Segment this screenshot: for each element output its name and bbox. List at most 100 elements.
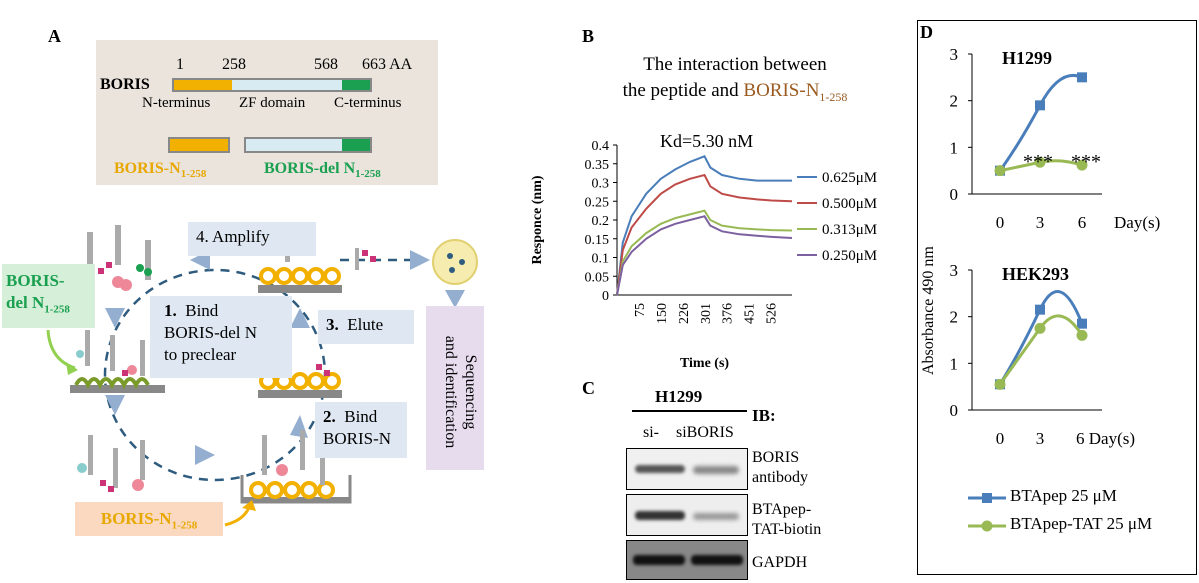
x-tick-label: 376	[721, 303, 736, 324]
pos-568: 568	[314, 56, 338, 73]
significance-stars: ***	[1023, 151, 1053, 173]
y-tick-label: 0	[602, 289, 609, 304]
data-point	[1077, 318, 1087, 329]
lane-si: si-	[643, 424, 659, 441]
lane-siboris: siBORIS	[676, 424, 734, 441]
blot-header-line	[632, 410, 747, 412]
frag-n-label: BORIS-N1-258	[114, 160, 207, 181]
band-btapep-1	[635, 511, 685, 520]
x-tick-label: 3	[1036, 213, 1045, 232]
cterm-label: C-terminus	[334, 95, 402, 111]
selection-cycle-diagram	[46, 225, 478, 527]
cterm-segment	[342, 80, 370, 90]
band-btapep-2	[693, 513, 739, 520]
y-tick-label: 0.3	[592, 177, 610, 192]
boris-bar	[172, 78, 372, 92]
panel-a-label: A	[48, 26, 61, 46]
blot-gapdh	[626, 540, 748, 580]
panel-b-label: B	[582, 26, 595, 46]
y-tick-label: 3	[950, 261, 959, 280]
blot-cell-line: H1299	[655, 387, 703, 406]
arrow-sequencing	[410, 250, 430, 270]
legend-btapep: BTApep 25 μM	[1010, 486, 1117, 505]
x-tick-label: 226	[677, 303, 692, 324]
proliferation-charts: H1299 0 1 2 3 0 3 6 Day(s) *** *** HEK293 0 1 2 3 0 3 6 Da…	[950, 45, 1161, 448]
x-tick-label: 3	[1036, 429, 1045, 448]
y-tick-label: 0	[950, 185, 959, 204]
blot1-label: BORIS antibody	[752, 449, 808, 486]
x-tick-label: 6	[1078, 213, 1087, 232]
phage-group-top	[87, 225, 152, 291]
zf-label: ZF domain	[239, 95, 306, 111]
legend-label: 0.250μM	[822, 248, 877, 264]
significance-stars: ***	[1071, 151, 1101, 173]
blot-boris	[626, 448, 748, 490]
band-boris-1	[635, 465, 685, 473]
pos-1: 1	[176, 56, 184, 73]
y-tick-label: 0.35	[585, 158, 610, 173]
data-point	[994, 165, 1006, 177]
step-bind-preclear: 1. Bind BORIS-del N to preclear	[150, 296, 292, 378]
legend-label: 0.313μM	[822, 222, 877, 238]
y-tick-label: 0.4	[592, 139, 610, 154]
series-line	[616, 215, 793, 296]
arrow-del-head	[66, 362, 78, 375]
band-gapdh-1	[633, 555, 685, 565]
data-point	[1035, 304, 1045, 315]
y-tick-label: 0.1	[592, 252, 610, 267]
panel-d-legend: BTApep 25 μM BTApep-TAT 25 μM	[966, 486, 1194, 568]
y-tick-label: 2	[950, 92, 959, 111]
legend-label: 0.625μM	[822, 170, 877, 186]
plate-preclear	[70, 330, 165, 393]
series-line	[616, 209, 793, 296]
panel-d-frame	[917, 20, 1197, 575]
blot-btapep	[626, 494, 748, 536]
x-unit-label: Day(s)	[1114, 213, 1160, 232]
data-point	[1035, 100, 1045, 111]
arrow-n-head	[242, 500, 256, 511]
boris-domain-box: 1 258 568 663 AA BORIS N-terminus ZF dom…	[96, 40, 438, 185]
x-tick-label: 0	[996, 213, 1005, 232]
y-tick-label: 0.2	[592, 214, 610, 229]
x-tick-label: 451	[743, 303, 758, 324]
y-tick-label: 0.15	[585, 233, 610, 248]
binding-kinetics-chart: Kd=5.30 nM 0 0.05 0.1 0.15 0.2 0.25 0.3 0.35 0.4 7…	[530, 131, 877, 371]
x-tick-label: 526	[764, 303, 779, 324]
arrow-del-side	[46, 329, 76, 370]
panel-c-label: C	[582, 378, 595, 398]
y-tick-label: 1	[950, 138, 959, 157]
arrow-down-left	[105, 308, 125, 328]
step-bind-n: 2. Bind BORIS-N	[315, 402, 407, 458]
ib-label: IB:	[752, 406, 776, 425]
panel-b-title: The interaction between the peptide and …	[622, 54, 848, 104]
arrow-bind-n	[290, 415, 308, 438]
step-amplify: 4. Amplify	[188, 222, 316, 256]
x-axis-title: Time (s)	[680, 356, 729, 371]
y-tick-label: 2	[950, 308, 959, 327]
sequencing-text: Sequencing and identification	[442, 335, 479, 449]
y-tick-label: 1	[950, 354, 959, 373]
x-tick-label: 150	[655, 303, 670, 324]
data-point	[1034, 156, 1046, 168]
blot2-label: BTApep- TAT-biotin	[752, 501, 822, 538]
plate-bind-n	[240, 430, 352, 504]
arrow-seq-down	[445, 290, 465, 308]
kd-label: Kd=5.30 nM	[660, 131, 753, 151]
arrow-bottom	[195, 445, 215, 465]
x-tick-label: 75	[633, 303, 648, 317]
legend-label: 0.500μM	[822, 196, 877, 212]
frag-del-label: BORIS-del N1-258	[264, 160, 381, 181]
pos-258: 258	[222, 56, 246, 73]
nterm-label: N-terminus	[142, 95, 211, 111]
series-line	[616, 155, 792, 296]
arrow-up-right	[290, 308, 310, 328]
step-elute: 3. Elute	[318, 310, 414, 344]
arrow-bind-to-preclear	[105, 395, 125, 415]
data-point	[1076, 159, 1088, 171]
panel-d-label: D	[920, 22, 933, 42]
nterm-segment	[174, 80, 232, 90]
frag-n-bar	[168, 137, 230, 153]
band-gapdh-2	[691, 555, 743, 565]
data-point	[994, 378, 1006, 390]
data-point	[1034, 322, 1046, 334]
